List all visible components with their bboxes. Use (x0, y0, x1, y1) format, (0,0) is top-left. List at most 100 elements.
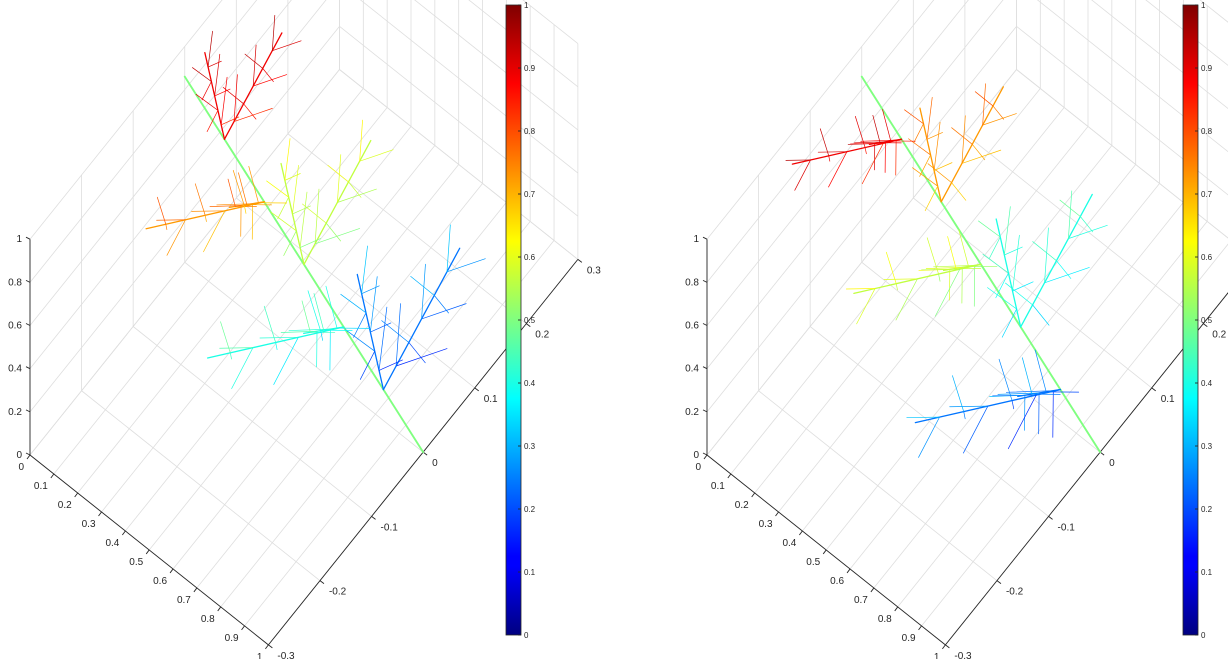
grid-line (964, 133, 1204, 324)
tree-branch (408, 342, 426, 364)
x-tick-label: 0.8 (878, 614, 892, 625)
tree-branch (337, 188, 377, 203)
tree-branch (794, 159, 811, 191)
tree-branch (926, 237, 939, 275)
tree-branch (292, 165, 299, 215)
tree-branch (952, 375, 965, 412)
colorbar-tick-label: 0.8 (1201, 127, 1213, 136)
tree-branch (252, 44, 257, 87)
tree-branch (271, 40, 302, 52)
tree-branch (446, 224, 451, 273)
tree-branch (895, 278, 918, 321)
x-tick-mark (145, 549, 150, 555)
tree-branch (1044, 267, 1090, 284)
tree-branch (302, 203, 327, 224)
x-tick-mark (751, 492, 756, 498)
z-tick-label: 0 (693, 450, 699, 461)
x-tick-mark (894, 606, 899, 612)
tree-branch (307, 290, 322, 333)
tree-branch (982, 253, 1009, 274)
y-tick-label: 0.1 (1161, 394, 1175, 405)
tree-branch (1012, 234, 1020, 292)
tree-branch (951, 127, 973, 145)
tree-branch (231, 347, 254, 389)
colorbar-tick-label: 0.6 (524, 253, 536, 262)
tree-branch (828, 155, 831, 162)
tree-branch (919, 154, 931, 177)
z-tick-label: 0.6 (685, 321, 699, 332)
colorbar: 0 0.1 0.2 0.3 0.4 0.5 0.6 0.7 0.8 0.9 1 (505, 1, 536, 640)
tree-branch (220, 76, 228, 126)
tree-branch (906, 416, 940, 419)
tree-branch (927, 163, 952, 183)
y-tick-mark (371, 516, 376, 520)
tree-branch (395, 303, 401, 367)
tree-branch (292, 205, 311, 215)
x-tick-mark (74, 492, 79, 498)
tree-branch (284, 173, 301, 181)
y-tick-mark (1203, 323, 1208, 328)
y-tick-label: 0 (1109, 458, 1115, 469)
tree-branch (201, 81, 212, 101)
tree-branch (301, 300, 311, 333)
z-tick-mark (702, 452, 708, 456)
x-tick-label: 0.9 (225, 633, 239, 644)
x-tick-mark (703, 454, 708, 460)
tree-branch (320, 331, 324, 341)
tree-branch (998, 358, 1013, 401)
tree-branch (1022, 357, 1033, 395)
z-tick-mark (702, 236, 708, 240)
z-tick-mark (702, 279, 708, 283)
z-tick-label: 0.4 (8, 364, 22, 375)
tree-branch (819, 128, 830, 157)
tree-branch (918, 416, 940, 458)
tree-branch (229, 352, 232, 360)
tree-branch (854, 116, 866, 148)
tree-branch (1056, 260, 1072, 279)
tree-branch (222, 87, 244, 105)
tree-branch (1034, 349, 1047, 393)
tree-branch (1005, 390, 1054, 393)
tree-branch (971, 143, 986, 161)
colorbar-tick-label: 0.4 (1201, 379, 1213, 388)
colorbar-tick-label: 0.9 (1201, 64, 1213, 73)
tree-branch (214, 88, 231, 97)
x-tick-mark (241, 625, 245, 631)
grid-line (339, 69, 579, 260)
tree-branch (378, 306, 388, 371)
x-tick-mark (727, 473, 732, 479)
tree-branch (997, 392, 1040, 395)
tree-branch (263, 305, 276, 343)
grid-line (132, 326, 372, 517)
tree-branch (381, 320, 410, 343)
tree-branch (926, 132, 943, 140)
tree-branch (974, 91, 994, 107)
tree-branch (933, 162, 953, 171)
y-tick-label: -0.2 (329, 587, 347, 598)
tree-branch (359, 119, 363, 162)
tree-branch (203, 210, 226, 253)
tree-branch (359, 149, 394, 162)
tree-branch (883, 278, 918, 280)
y-tick-mark (945, 644, 950, 649)
z-tick-label: 1 (16, 234, 22, 245)
x-tick-label: 0.5 (129, 557, 143, 568)
tree-branch (1003, 206, 1011, 256)
plot-panel-left: 0 0.1 0.2 0.3 0.4 0.5 0.6 0.7 0.8 0.9 1 -0.3 -0.2 -0.… (8, 0, 601, 659)
tree-branch (925, 267, 963, 269)
tree-branch (947, 236, 957, 269)
tree-branch (313, 293, 325, 331)
tree-branch (361, 245, 368, 294)
grid-line (29, 26, 340, 413)
grid-line (29, 0, 223, 240)
grid-line (81, 390, 321, 581)
tree-branch (227, 178, 236, 207)
tree-branch (1007, 394, 1037, 450)
grid-line (1199, 0, 1228, 23)
x-tick-label: 0.1 (34, 481, 48, 492)
tree-branch (340, 293, 367, 314)
tree-branch (926, 97, 933, 140)
grid-line (706, 26, 1017, 413)
tree-branch (232, 170, 245, 207)
x-tick-label: 0 (18, 462, 24, 473)
